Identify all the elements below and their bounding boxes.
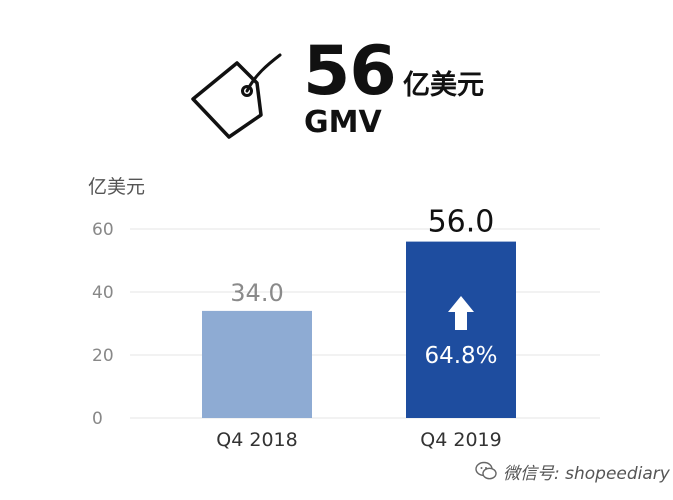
bars <box>202 241 516 418</box>
headline-unit: 亿美元 <box>403 70 484 101</box>
y-tick-label: 0 <box>92 409 103 429</box>
arrow-up-icon <box>448 296 474 330</box>
growth-label: 64.8% <box>424 343 497 369</box>
x-axis-labels: Q4 2018 Q4 2019 <box>216 429 501 451</box>
watermark: 微信号: shopeediary <box>475 459 670 484</box>
watermark-text: 微信号: shopeediary <box>503 463 670 484</box>
price-tag-icon <box>191 53 282 139</box>
data-labels: 34.0 56.0 <box>230 205 494 307</box>
y-tick-label: 60 <box>92 220 114 240</box>
y-axis-label: 亿美元 <box>88 176 145 198</box>
data-label: 56.0 <box>428 205 495 240</box>
x-tick-label: Q4 2018 <box>216 429 297 451</box>
headline-value: 56 <box>303 32 397 111</box>
metric-label: GMV <box>304 105 382 140</box>
header: 56 亿美元 GMV <box>0 0 673 150</box>
y-tick-label: 20 <box>92 346 114 366</box>
annotations: 64.8% <box>424 296 498 369</box>
grid-lines <box>130 228 600 419</box>
wechat-icon <box>475 461 497 480</box>
data-label: 34.0 <box>230 279 283 307</box>
y-tick-label: 40 <box>92 283 114 303</box>
bar-q4-2018 <box>202 310 312 418</box>
x-tick-label: Q4 2019 <box>420 429 501 451</box>
y-axis-ticks: 0 20 40 60 <box>92 220 114 429</box>
